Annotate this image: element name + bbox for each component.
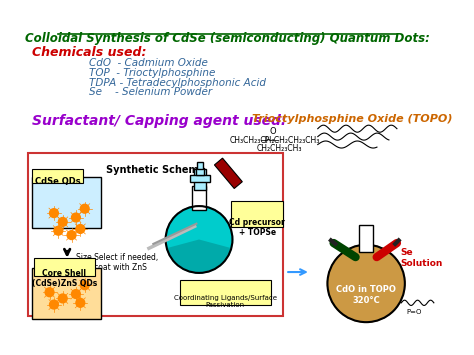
Text: Chemicals used:: Chemicals used: bbox=[32, 46, 146, 59]
Circle shape bbox=[58, 294, 67, 303]
FancyBboxPatch shape bbox=[231, 201, 283, 227]
FancyBboxPatch shape bbox=[192, 186, 206, 211]
Circle shape bbox=[328, 245, 405, 322]
FancyBboxPatch shape bbox=[27, 153, 283, 316]
Text: CH₃CH₂₃CH₂─: CH₃CH₂₃CH₂─ bbox=[230, 136, 280, 145]
Text: Coordinating Ligands/Surface
Passivation: Coordinating Ligands/Surface Passivation bbox=[174, 295, 277, 308]
Circle shape bbox=[72, 213, 80, 222]
FancyBboxPatch shape bbox=[32, 268, 100, 319]
Text: ─P─CH₂CH₂₃CH₃: ─P─CH₂CH₂₃CH₃ bbox=[261, 136, 320, 145]
Text: Size Select if needed,
Overcoat with ZnS: Size Select if needed, Overcoat with ZnS bbox=[76, 253, 158, 272]
Text: TOP  - Trioctylphosphine: TOP - Trioctylphosphine bbox=[89, 68, 216, 78]
Text: O: O bbox=[269, 127, 276, 136]
Circle shape bbox=[76, 299, 85, 307]
FancyBboxPatch shape bbox=[194, 169, 206, 190]
FancyBboxPatch shape bbox=[190, 175, 210, 182]
Text: Se    - Selenium Powder: Se - Selenium Powder bbox=[89, 87, 212, 97]
Text: Se
Solution: Se Solution bbox=[401, 248, 443, 268]
Circle shape bbox=[58, 218, 67, 226]
Text: Colloidal Synthesis of CdSe (semiconducting) Quantum Dots:: Colloidal Synthesis of CdSe (semiconduct… bbox=[25, 32, 429, 45]
Text: CH₂CH₂₃CH₃: CH₂CH₂₃CH₃ bbox=[256, 144, 302, 153]
Text: Core Shell
(CdSe)ZnS QDs: Core Shell (CdSe)ZnS QDs bbox=[32, 268, 97, 288]
Text: Synthetic Scheme: Synthetic Scheme bbox=[106, 165, 205, 175]
FancyBboxPatch shape bbox=[196, 168, 204, 175]
Text: CdSe QDs: CdSe QDs bbox=[35, 177, 80, 186]
Wedge shape bbox=[168, 240, 230, 272]
Text: TDPA - Tetradecylphosphonic Acid: TDPA - Tetradecylphosphonic Acid bbox=[89, 78, 266, 88]
Circle shape bbox=[165, 206, 232, 273]
Text: CdO in TOPO
320°C: CdO in TOPO 320°C bbox=[336, 285, 396, 305]
FancyBboxPatch shape bbox=[32, 169, 83, 183]
Text: Trioctylphosphine Oxide (TOPO): Trioctylphosphine Oxide (TOPO) bbox=[252, 114, 452, 124]
FancyBboxPatch shape bbox=[34, 258, 95, 275]
Circle shape bbox=[76, 225, 85, 233]
Circle shape bbox=[80, 204, 89, 213]
Text: Cd precursor
+ TOPSe: Cd precursor + TOPSe bbox=[229, 218, 285, 237]
Polygon shape bbox=[214, 158, 242, 189]
Circle shape bbox=[80, 281, 89, 290]
Circle shape bbox=[54, 226, 63, 235]
FancyBboxPatch shape bbox=[359, 225, 373, 252]
Circle shape bbox=[67, 231, 76, 240]
Text: P=O: P=O bbox=[407, 309, 422, 315]
Text: CdO  - Cadmium Oxide: CdO - Cadmium Oxide bbox=[89, 58, 208, 68]
FancyBboxPatch shape bbox=[180, 280, 271, 305]
Circle shape bbox=[50, 300, 58, 309]
Text: Surfactant/ Capping agent used:: Surfactant/ Capping agent used: bbox=[32, 114, 286, 128]
Circle shape bbox=[45, 288, 54, 297]
Circle shape bbox=[50, 209, 58, 218]
FancyBboxPatch shape bbox=[197, 162, 202, 169]
Circle shape bbox=[72, 290, 80, 299]
FancyBboxPatch shape bbox=[32, 177, 100, 228]
